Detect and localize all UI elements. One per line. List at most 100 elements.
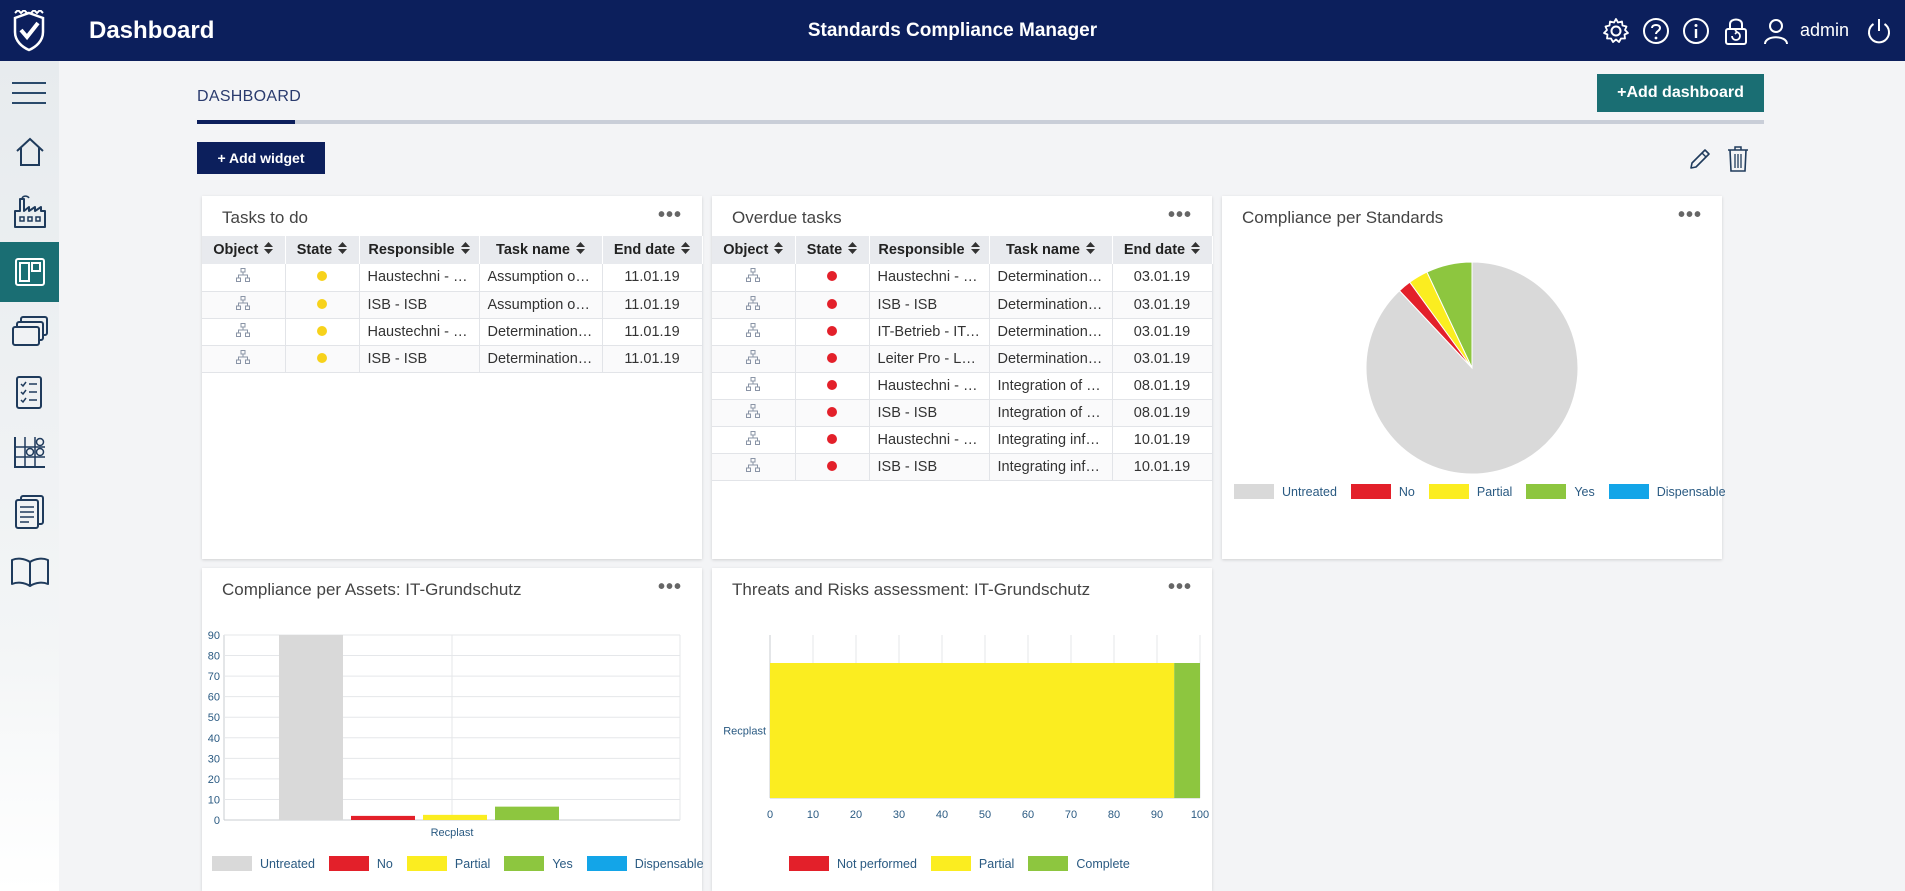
sidebar-item-home[interactable] [0,122,59,182]
object-cell[interactable] [712,318,796,346]
object-cell[interactable] [712,264,796,292]
table-row[interactable]: Haustechni - HaustechnikIntegration of s… [712,372,1213,400]
legend-item[interactable]: Partial [930,856,1014,871]
legend-item[interactable]: No [328,856,393,871]
responsible-cell[interactable]: Haustechni - Haustechnik [869,264,990,292]
object-cell[interactable] [712,291,796,319]
sidebar-item-catalog[interactable] [0,542,59,602]
sidebar-item-matrix[interactable] [0,422,59,482]
bar-complete[interactable] [1174,663,1200,798]
responsible-cell[interactable]: Haustechni - Haustechnik [359,318,480,346]
legend-item[interactable]: Untreated [212,856,315,871]
edit-icon[interactable] [1686,145,1714,173]
responsible-cell[interactable]: Haustechni - Haustechnik [359,264,480,292]
sort-icon[interactable] [1085,242,1095,257]
task-name-cell[interactable]: Integrating information [989,453,1113,481]
legend-item[interactable]: Partial [406,856,490,871]
sidebar-item-reports[interactable] [0,482,59,542]
object-cell[interactable] [202,318,286,346]
widget-menu-icon[interactable]: ••• [657,576,682,598]
column-header[interactable]: Task name [479,236,603,264]
table-row[interactable]: IT-Betrieb - IT-BetriebDetermination of … [712,318,1213,346]
legend-item[interactable]: Dispensable [1608,484,1726,499]
object-cell[interactable] [202,345,286,373]
table-row[interactable]: Leiter Pro - Leiter ProduktionDeterminat… [712,345,1213,373]
table-row[interactable]: Haustechni - HaustechnikIntegrating info… [712,426,1213,454]
responsible-cell[interactable]: ISB - ISB [359,291,480,319]
task-name-cell[interactable]: Integration of security [989,372,1113,400]
help-icon[interactable] [1636,11,1676,51]
menu-icon[interactable] [12,80,46,106]
sidebar-item-dashboard[interactable] [0,242,59,302]
task-name-cell[interactable]: Determination of requirements [479,318,603,346]
end-date-cell[interactable]: 03.01.19 [1112,264,1213,292]
task-name-cell[interactable]: Determination of requirements [989,318,1113,346]
legend-item[interactable]: Complete [1028,856,1130,871]
table-row[interactable]: Haustechni - HaustechnikDetermination of… [712,264,1213,292]
end-date-cell[interactable]: 03.01.19 [1112,318,1213,346]
bar-no[interactable] [351,815,415,820]
object-cell[interactable] [202,264,286,292]
task-name-cell[interactable]: Assumption of responsibility [479,291,603,319]
end-date-cell[interactable]: 11.01.19 [602,318,703,346]
end-date-cell[interactable]: 08.01.19 [1112,372,1213,400]
end-date-cell[interactable]: 03.01.19 [1112,345,1213,373]
task-name-cell[interactable]: Integrating information [989,426,1113,454]
end-date-cell[interactable]: 08.01.19 [1112,399,1213,427]
bar-partial[interactable] [770,663,1175,798]
column-header[interactable]: Object [202,236,286,264]
compliance-assets-bar-chart[interactable]: 0 10 20 30 40 50 60 70 80 90 Recplast [202,568,702,853]
task-name-cell[interactable]: Assumption of responsibility [479,264,603,292]
column-header[interactable]: Responsible [869,236,990,264]
sort-icon[interactable] [264,242,274,257]
table-row[interactable]: Haustechni - HaustechnikAssumption of re… [202,264,703,292]
lock-icon[interactable] [1716,11,1756,51]
logo-icon[interactable] [10,10,48,52]
object-cell[interactable] [712,345,796,373]
sidebar-item-assets[interactable] [0,182,59,242]
bar-partial[interactable] [423,814,487,820]
legend-item[interactable]: Yes [1526,484,1595,499]
task-name-cell[interactable]: Determination of requirements [989,291,1113,319]
delete-icon[interactable] [1724,145,1752,173]
widget-menu-icon[interactable]: ••• [1167,204,1192,226]
responsible-cell[interactable]: Haustechni - Haustechnik [869,426,990,454]
user-icon[interactable] [1756,11,1796,51]
responsible-cell[interactable]: ISB - ISB [869,291,990,319]
gear-icon[interactable] [1596,11,1636,51]
column-header[interactable]: Object [712,236,796,264]
threats-risks-bar-chart[interactable]: 0 10 20 30 40 50 60 70 80 90 100 Recplast [712,568,1212,853]
object-cell[interactable] [712,426,796,454]
column-header[interactable]: End date [1112,236,1213,264]
legend-item[interactable]: Dispensable [586,856,704,871]
responsible-cell[interactable]: Haustechni - Haustechnik [869,372,990,400]
legend-item[interactable]: Not performed [789,856,917,871]
responsible-cell[interactable]: ISB - ISB [869,399,990,427]
legend-item[interactable]: Partial [1428,484,1512,499]
end-date-cell[interactable]: 03.01.19 [1112,291,1213,319]
object-cell[interactable] [712,399,796,427]
object-cell[interactable] [712,453,796,481]
power-icon[interactable] [1859,11,1899,51]
bar-yes[interactable] [495,806,559,820]
end-date-cell[interactable]: 11.01.19 [602,291,703,319]
responsible-cell[interactable]: IT-Betrieb - IT-Betrieb [869,318,990,346]
column-header[interactable]: State [285,236,360,264]
responsible-cell[interactable]: ISB - ISB [359,345,480,373]
sidebar-item-checklist[interactable] [0,362,59,422]
sort-icon[interactable] [575,242,585,257]
sort-icon[interactable] [681,242,691,257]
end-date-cell[interactable]: 10.01.19 [1112,453,1213,481]
column-header[interactable]: State [795,236,870,264]
task-name-cell[interactable]: Determination of requirements [479,345,603,373]
responsible-cell[interactable]: ISB - ISB [869,453,990,481]
column-header[interactable]: Task name [989,236,1113,264]
task-name-cell[interactable]: Determination of requirements [989,345,1113,373]
add-dashboard-button[interactable]: +Add dashboard [1597,74,1764,112]
widget-menu-icon[interactable]: ••• [1677,204,1702,226]
